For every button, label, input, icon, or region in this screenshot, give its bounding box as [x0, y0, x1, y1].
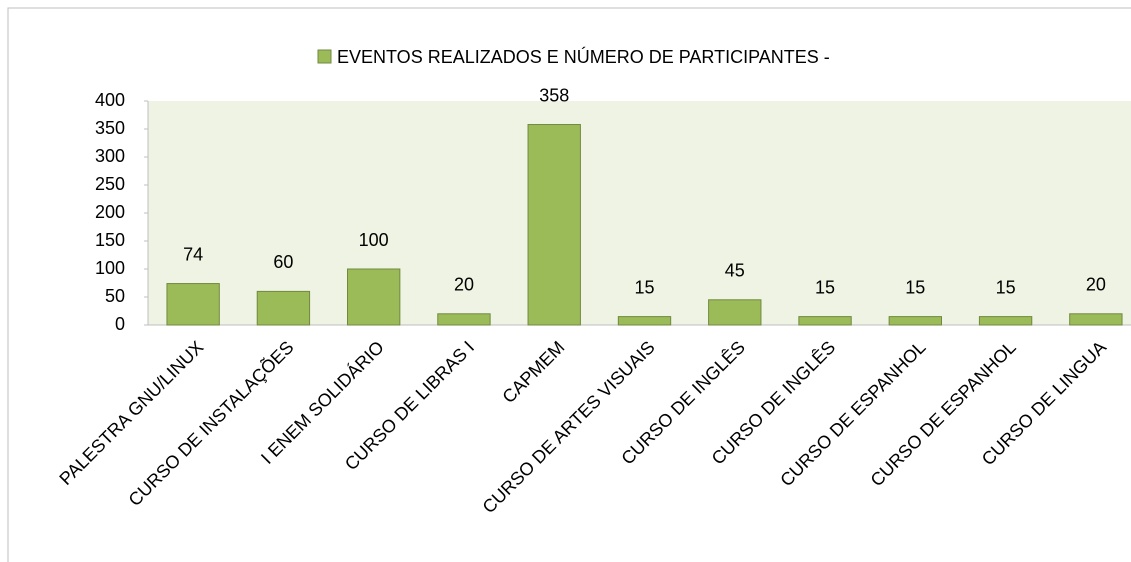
bar	[437, 313, 491, 326]
bar	[347, 268, 401, 326]
bar	[708, 299, 762, 326]
bar	[617, 316, 672, 326]
bar	[798, 316, 852, 326]
legend-label: EVENTOS REALIZADOS E NÚMERO DE PARTICIPA…	[337, 46, 830, 67]
bar	[527, 124, 581, 326]
y-tick-label: 0	[115, 314, 125, 334]
bar	[256, 290, 311, 326]
y-tick-label: 50	[105, 286, 125, 306]
data-label: 20	[454, 275, 474, 295]
y-tick-label: 100	[95, 258, 125, 278]
bar	[888, 316, 942, 326]
y-tick-label: 200	[95, 202, 125, 222]
x-tick-label: CURSO DE ARTES VISUAIS	[479, 337, 659, 517]
data-label: 60	[273, 252, 293, 272]
chart-border	[7, 7, 1131, 562]
x-tick-label: CURSO DE ESPANHOL	[776, 337, 929, 490]
y-tick-label: 350	[95, 118, 125, 138]
data-label: 74	[183, 244, 203, 264]
bar	[1069, 313, 1123, 326]
y-tick-label: 250	[95, 174, 125, 194]
bar	[978, 316, 1033, 326]
x-tick-label: CURSO DE ESPANHOL	[867, 337, 1020, 490]
data-label: 358	[539, 85, 569, 105]
data-label: 15	[905, 277, 925, 297]
y-tick-label: 400	[95, 90, 125, 110]
legend-swatch	[317, 49, 332, 64]
x-tick-label: PALESTRA GNU/LINUX	[55, 337, 207, 489]
x-tick-label: CAPMEM	[498, 337, 568, 407]
data-label: 20	[1086, 275, 1106, 295]
x-tick-label: CURSO DE INSTALAÇÕES	[124, 336, 298, 510]
data-label: 15	[815, 277, 835, 297]
data-label: 15	[634, 277, 654, 297]
y-tick-label: 300	[95, 146, 125, 166]
plot-area	[148, 101, 1131, 325]
data-label: 100	[359, 230, 389, 250]
data-label: 45	[725, 261, 745, 281]
y-tick-label: 150	[95, 230, 125, 250]
bar	[166, 283, 220, 326]
data-label: 15	[996, 277, 1016, 297]
